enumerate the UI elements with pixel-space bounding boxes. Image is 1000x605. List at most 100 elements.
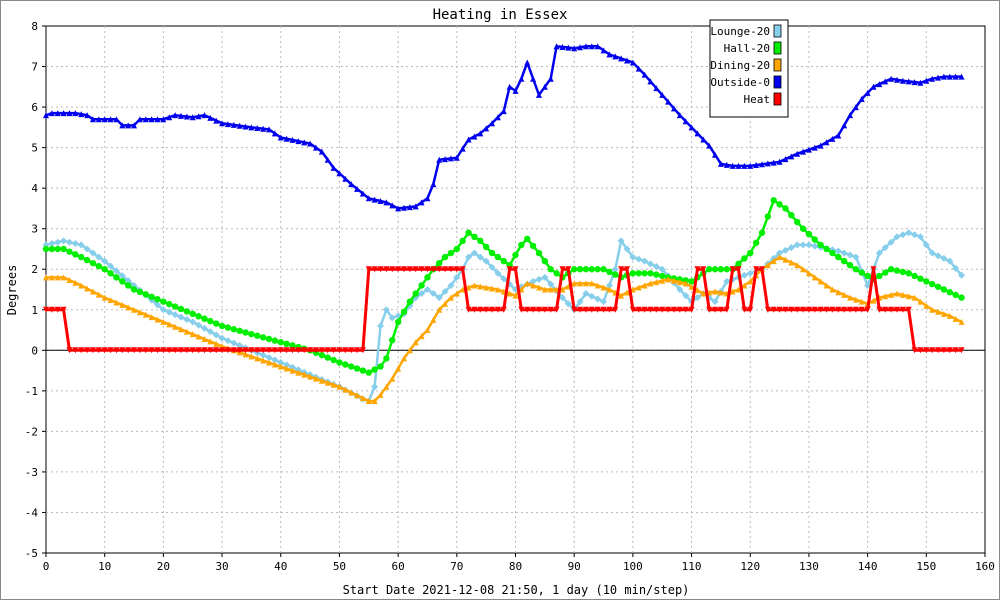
data-point: [189, 114, 196, 121]
data-point: [324, 347, 331, 354]
data-point: [588, 43, 595, 50]
data-point: [518, 306, 525, 313]
data-point: [706, 142, 713, 149]
data-point: [183, 328, 190, 335]
data-point: [935, 347, 942, 354]
data-point: [482, 243, 490, 251]
legend-label: Heat: [744, 93, 771, 106]
data-point: [48, 245, 56, 253]
data-point: [125, 122, 132, 129]
data-point: [847, 112, 854, 119]
data-point: [154, 116, 161, 123]
data-point: [482, 257, 490, 265]
data-point: [577, 306, 584, 313]
data-point: [629, 306, 636, 313]
data-point: [236, 122, 243, 129]
data-point: [935, 308, 942, 315]
data-point: [183, 308, 191, 315]
data-point: [136, 288, 144, 296]
data-point: [594, 282, 601, 289]
data-point: [841, 291, 848, 298]
data-point: [571, 45, 578, 52]
data-point: [212, 320, 220, 327]
data-point: [60, 306, 67, 313]
data-point: [952, 315, 959, 322]
data-point: [83, 245, 91, 253]
data-point: [441, 253, 449, 261]
data-point: [465, 229, 472, 236]
data-point: [318, 347, 325, 354]
data-point: [494, 306, 501, 313]
data-point: [600, 47, 607, 54]
data-point: [787, 244, 795, 252]
data-point: [489, 285, 496, 292]
x-tick-label: 80: [509, 560, 522, 573]
data-point: [418, 266, 425, 273]
data-point: [553, 270, 560, 277]
data-point: [799, 225, 807, 232]
data-point: [166, 321, 173, 328]
data-point: [717, 266, 725, 273]
data-point: [453, 245, 461, 253]
data-point: [741, 282, 748, 289]
data-point: [477, 237, 484, 245]
data-point: [365, 397, 372, 404]
data-point: [213, 117, 220, 124]
data-point: [670, 105, 677, 112]
data-point: [489, 306, 496, 313]
data-point: [864, 281, 872, 289]
data-point: [66, 347, 73, 354]
data-point: [858, 269, 865, 276]
data-point: [641, 257, 649, 265]
data-point: [277, 339, 284, 346]
data-point: [189, 331, 196, 338]
data-point: [612, 306, 619, 313]
data-point: [254, 355, 261, 362]
data-point: [958, 294, 965, 301]
data-point: [512, 266, 519, 273]
data-point: [676, 112, 683, 119]
data-point: [307, 140, 314, 147]
data-point: [312, 144, 319, 151]
data-point: [606, 306, 613, 313]
data-point: [172, 112, 179, 119]
data-point: [805, 270, 812, 277]
data-point: [735, 260, 742, 268]
data-point: [148, 293, 155, 300]
data-point: [535, 91, 542, 98]
data-point: [471, 233, 478, 240]
data-point: [113, 116, 120, 123]
data-point: [864, 306, 871, 313]
x-tick-label: 30: [215, 560, 228, 573]
data-point: [230, 347, 237, 354]
data-point: [295, 347, 302, 354]
data-point: [530, 306, 537, 313]
data-point: [377, 322, 385, 330]
data-point: [688, 124, 695, 131]
data-point: [582, 280, 589, 287]
data-point: [646, 260, 654, 268]
data-point: [447, 294, 454, 301]
data-point: [371, 266, 378, 273]
data-point: [717, 306, 724, 313]
data-point: [84, 285, 91, 292]
data-point: [888, 291, 895, 298]
data-point: [940, 286, 948, 293]
data-point: [565, 44, 572, 51]
data-point: [394, 318, 402, 326]
data-point: [435, 294, 443, 302]
data-point: [641, 306, 648, 313]
data-point: [395, 365, 402, 372]
data-point: [770, 159, 777, 166]
data-point: [535, 249, 543, 257]
data-point: [447, 155, 454, 162]
data-point: [776, 158, 783, 165]
data-point: [377, 391, 384, 398]
data-point: [48, 274, 55, 281]
data-point: [119, 301, 126, 308]
data-point: [307, 373, 314, 380]
data-point: [125, 347, 132, 354]
data-point: [324, 379, 331, 386]
data-point: [670, 277, 677, 284]
data-point: [248, 353, 255, 360]
